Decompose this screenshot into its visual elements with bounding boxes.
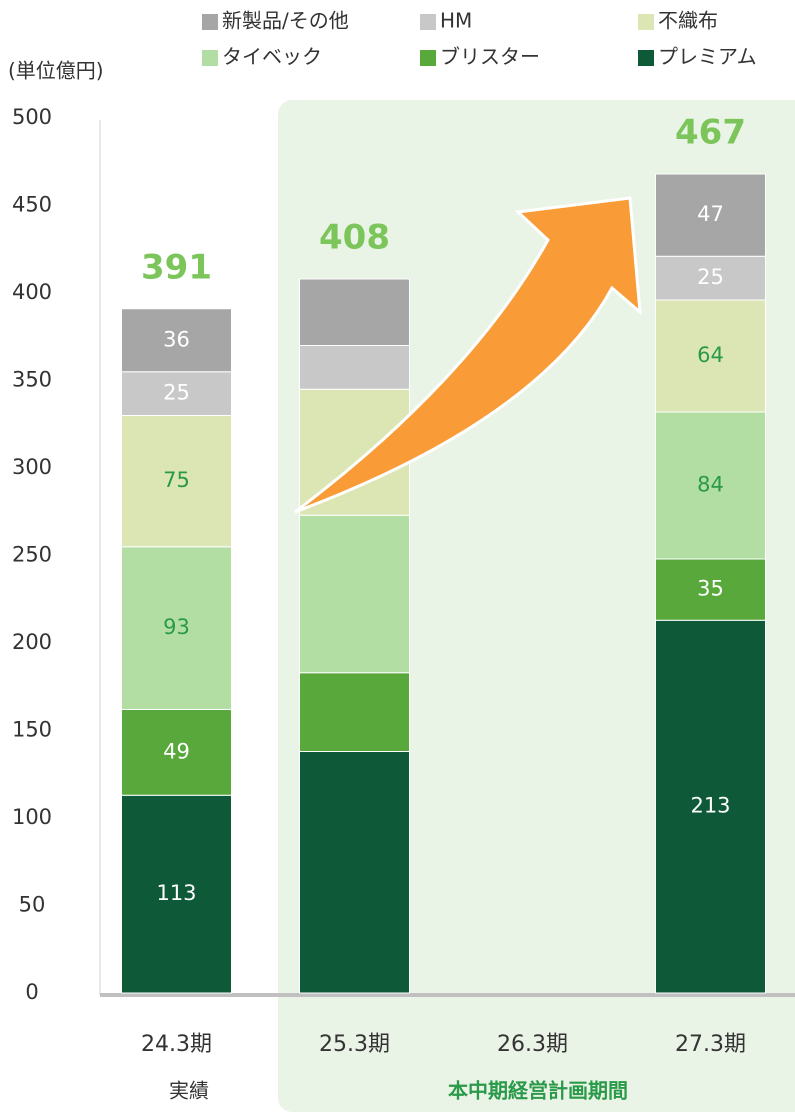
total-label: 408 [319,218,390,258]
bar-segment [655,173,766,257]
data-label: 84 [697,473,724,497]
x-tick-label: 25.3期 [319,1032,390,1057]
total-label: 467 [675,113,746,153]
bar-segment [655,299,766,413]
legend-swatch [202,50,218,66]
unit-label: (単位億円) [8,59,104,83]
data-label: 113 [156,881,196,905]
period-label: 本中期経営計画期間 [448,1079,628,1103]
legend-label: HM [440,9,472,33]
y-tick-label: 150 [12,718,52,742]
bar-segment [121,371,232,416]
y-tick-label: 500 [12,105,52,129]
x-tick-label: 26.3期 [497,1032,568,1057]
data-label: 49 [163,739,190,763]
bar-segment [655,255,766,301]
bar-segment [121,308,232,373]
legend-swatch [638,14,654,30]
data-label: 25 [163,381,190,405]
data-label: 93 [163,615,190,639]
period-label: 実績 [169,1079,209,1103]
y-tick-label: 350 [12,368,52,392]
data-label: 36 [163,327,190,351]
data-label: 75 [163,468,190,492]
legend-swatch [638,50,654,66]
legend-label: ブリスター [440,45,540,69]
legend-swatch [420,14,436,30]
legend-swatch [420,50,436,66]
bar-segment [299,278,410,346]
bar-segment [299,345,410,390]
y-tick-label: 100 [12,805,52,829]
y-tick-label: 50 [19,893,46,917]
bar-segment [655,411,766,560]
bar-segment [121,794,232,994]
legend-label: 不織布 [658,9,718,33]
bar-segment [121,709,232,796]
y-tick-label: 400 [12,280,52,304]
y-tick-label: 300 [12,455,52,479]
legend-label: 新製品/その他 [222,9,349,33]
data-label: 35 [697,577,724,601]
total-label: 391 [141,247,212,287]
legend-label: タイベック [222,45,322,69]
y-tick-label: 250 [12,543,52,567]
y-tick-label: 0 [25,980,38,1004]
data-label: 213 [690,794,730,818]
bar-segment [299,672,410,752]
bar-segment [121,546,232,710]
bar-segment [299,514,410,674]
y-tick-label: 450 [12,193,52,217]
data-label: 47 [697,202,724,226]
x-tick-label: 27.3期 [675,1032,746,1057]
bar-segment [655,558,766,621]
x-tick-label: 24.3期 [141,1032,212,1057]
data-label: 25 [697,265,724,289]
legend-swatch [202,14,218,30]
y-tick-label: 200 [12,630,52,654]
bar-segment [121,415,232,548]
bar-segment [299,751,410,994]
data-label: 64 [697,343,724,367]
legend-label: プレミアム [658,45,757,69]
growth-arrow [294,196,642,514]
